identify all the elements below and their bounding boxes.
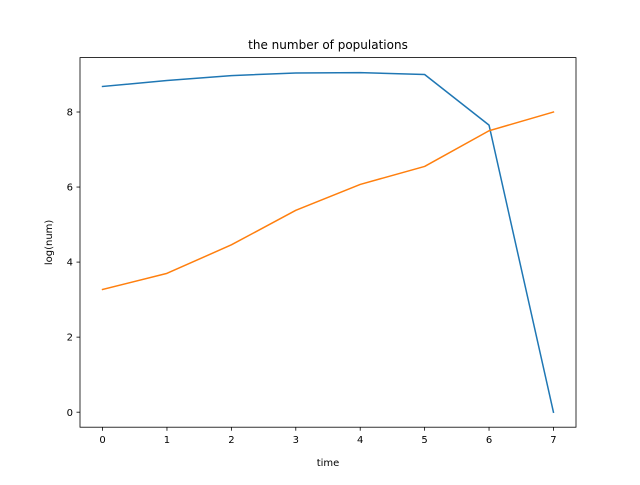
series-line-2 (101, 111, 555, 291)
x-tick-label: 3 (293, 435, 299, 446)
x-tick-label: 0 (99, 435, 105, 446)
x-tick-label: 1 (164, 435, 170, 446)
x-tick-label: 6 (486, 435, 492, 446)
series-layer (101, 71, 555, 414)
y-tick-label: 8 (67, 108, 73, 119)
plot-frame (79, 57, 577, 428)
x-tick-label: 4 (357, 435, 363, 446)
y-tick-label: 0 (67, 408, 73, 419)
y-axis-label: log(num) (44, 220, 55, 266)
x-tick-label: 5 (421, 435, 427, 446)
y-axis-ticks: 0 2 4 6 8 (67, 108, 80, 419)
y-tick-label: 6 (67, 183, 73, 194)
x-tick-label: 2 (228, 435, 234, 446)
x-tick-label: 7 (550, 435, 556, 446)
x-axis-ticks: 0 1 2 3 4 5 6 7 (99, 427, 557, 446)
chart-title: the number of populations (248, 38, 408, 52)
x-axis-label: time (317, 458, 340, 469)
y-tick-label: 2 (67, 333, 73, 344)
y-tick-label: 4 (67, 258, 73, 269)
series-line-1 (101, 71, 555, 414)
